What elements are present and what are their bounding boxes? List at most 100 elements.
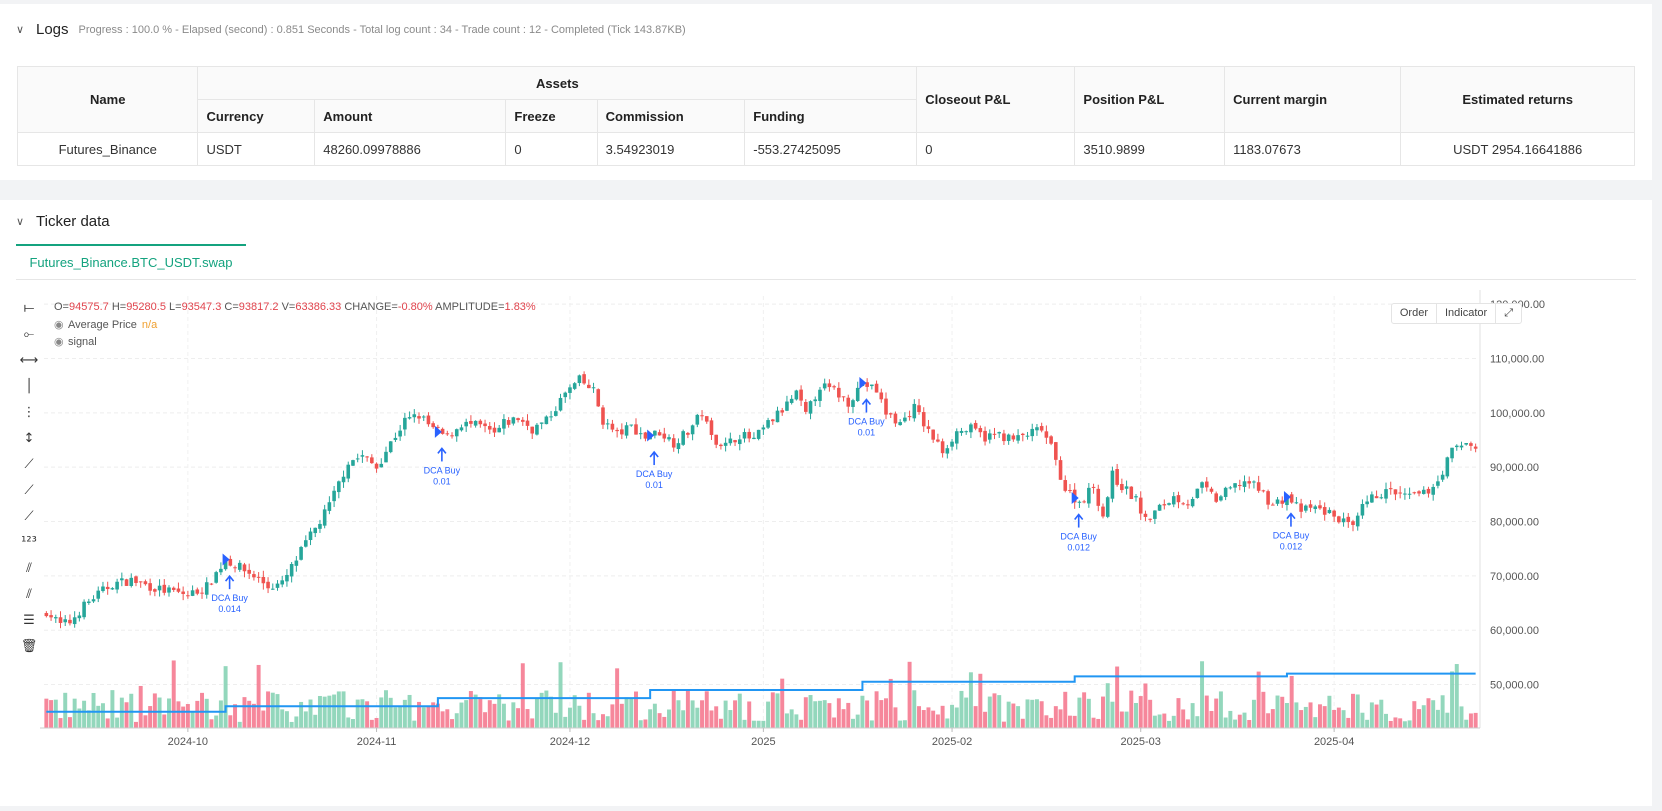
volume-bar bbox=[256, 664, 261, 728]
volume-bar bbox=[1124, 711, 1129, 728]
candle bbox=[761, 427, 766, 430]
volume-bar bbox=[1148, 699, 1153, 728]
volume-bar bbox=[91, 692, 96, 728]
eye-icon[interactable]: ◉ bbox=[54, 319, 64, 331]
volume-bar bbox=[1171, 715, 1176, 728]
signal-marker bbox=[434, 425, 442, 438]
x-tick-label: 2025-03 bbox=[1121, 736, 1161, 748]
volume-bar bbox=[1105, 683, 1110, 728]
volume-bar bbox=[294, 716, 299, 728]
volume-bar bbox=[63, 692, 68, 728]
candle bbox=[1384, 489, 1388, 499]
chevron-down-icon[interactable]: ∨ bbox=[16, 216, 25, 228]
volume-bar bbox=[549, 696, 554, 728]
chart-grid bbox=[44, 296, 1478, 728]
volume-bar bbox=[270, 692, 275, 728]
marker-label: DCA Buy bbox=[1060, 532, 1097, 542]
candle bbox=[483, 423, 487, 427]
candle bbox=[1252, 481, 1256, 483]
candle bbox=[1261, 490, 1266, 492]
volume-bar bbox=[1129, 690, 1134, 728]
volume-bar bbox=[808, 695, 813, 728]
candle bbox=[1011, 435, 1016, 440]
legend-average-price[interactable]: ◉ Average Price n/a bbox=[54, 318, 157, 332]
volume-bar bbox=[1195, 716, 1200, 728]
volume-bar bbox=[233, 704, 238, 728]
volume-bar bbox=[1251, 699, 1256, 728]
volume-bar bbox=[1162, 713, 1167, 728]
candle bbox=[893, 413, 898, 424]
volume-bar bbox=[888, 678, 893, 728]
order-button[interactable]: Order bbox=[1392, 304, 1437, 323]
candle bbox=[351, 460, 355, 466]
volume-bar bbox=[1435, 709, 1440, 728]
logs-header[interactable]: ∨ Logs Progress : 100.0 % - Elapsed (sec… bbox=[16, 21, 686, 38]
volume-bar bbox=[501, 703, 506, 728]
volume-bar bbox=[1398, 718, 1403, 728]
o-label: O= bbox=[54, 301, 69, 313]
signal-marker bbox=[859, 376, 867, 389]
candle bbox=[360, 455, 365, 457]
candle bbox=[1285, 496, 1289, 506]
candle bbox=[407, 417, 412, 419]
candle bbox=[209, 583, 214, 585]
volume-bar bbox=[157, 697, 162, 728]
candle bbox=[954, 431, 959, 444]
volume-bar bbox=[662, 716, 667, 728]
candle bbox=[733, 440, 737, 443]
candle bbox=[1077, 501, 1082, 503]
candle bbox=[450, 435, 454, 437]
volume-bar bbox=[487, 700, 492, 728]
indicator-button[interactable]: Indicator bbox=[1437, 304, 1497, 323]
candle bbox=[1044, 431, 1049, 438]
ticker-header[interactable]: ∨ Ticker data bbox=[16, 213, 120, 230]
volume-bar bbox=[49, 700, 54, 728]
candle bbox=[638, 433, 643, 435]
volume-bar bbox=[558, 662, 563, 728]
candle bbox=[940, 441, 945, 454]
eye-icon[interactable]: ◉ bbox=[54, 336, 64, 348]
volume-bar bbox=[898, 720, 903, 728]
candle bbox=[775, 410, 780, 423]
fullscreen-icon[interactable]: ⤢ bbox=[1504, 307, 1513, 319]
candle bbox=[1403, 493, 1407, 495]
candle bbox=[846, 397, 851, 407]
volume-bar bbox=[435, 703, 440, 728]
volume-bar bbox=[369, 719, 374, 728]
volume-bar bbox=[1063, 691, 1068, 728]
candle bbox=[898, 422, 902, 426]
legend-signal[interactable]: ◉ signal bbox=[54, 335, 97, 349]
volume-bar bbox=[681, 710, 686, 728]
candle bbox=[1087, 487, 1091, 504]
volume-bar bbox=[780, 678, 785, 728]
volume-bar bbox=[921, 710, 926, 728]
volume-bar bbox=[983, 711, 988, 728]
volume-bar bbox=[393, 707, 398, 728]
volume-bar bbox=[1464, 719, 1469, 728]
candle bbox=[1294, 502, 1299, 504]
volume-bar bbox=[284, 711, 289, 728]
candle bbox=[171, 587, 176, 590]
volume-bar bbox=[959, 690, 964, 728]
chevron-down-icon[interactable]: ∨ bbox=[16, 24, 25, 36]
volume-bar bbox=[591, 713, 596, 728]
candle bbox=[1120, 483, 1124, 491]
volume-bar bbox=[1185, 719, 1190, 728]
candle bbox=[591, 387, 596, 389]
volume-bar bbox=[242, 697, 247, 728]
candle bbox=[120, 578, 124, 581]
candle bbox=[662, 433, 667, 439]
volume-bar bbox=[1275, 695, 1280, 728]
candle bbox=[214, 572, 218, 583]
candle bbox=[421, 416, 426, 418]
candle bbox=[1143, 513, 1148, 517]
tab-btc-usdt-swap[interactable]: Futures_Binance.BTC_USDT.swap bbox=[16, 244, 246, 279]
volume-bar bbox=[945, 718, 950, 728]
candle bbox=[992, 433, 997, 435]
volume-bar bbox=[1152, 715, 1157, 728]
candle bbox=[1351, 521, 1355, 525]
volume-bar bbox=[1294, 702, 1299, 728]
x-axis: 2024-10 2024-11 2024-12 2025 2025-02 2025-03 2… bbox=[40, 727, 1480, 748]
